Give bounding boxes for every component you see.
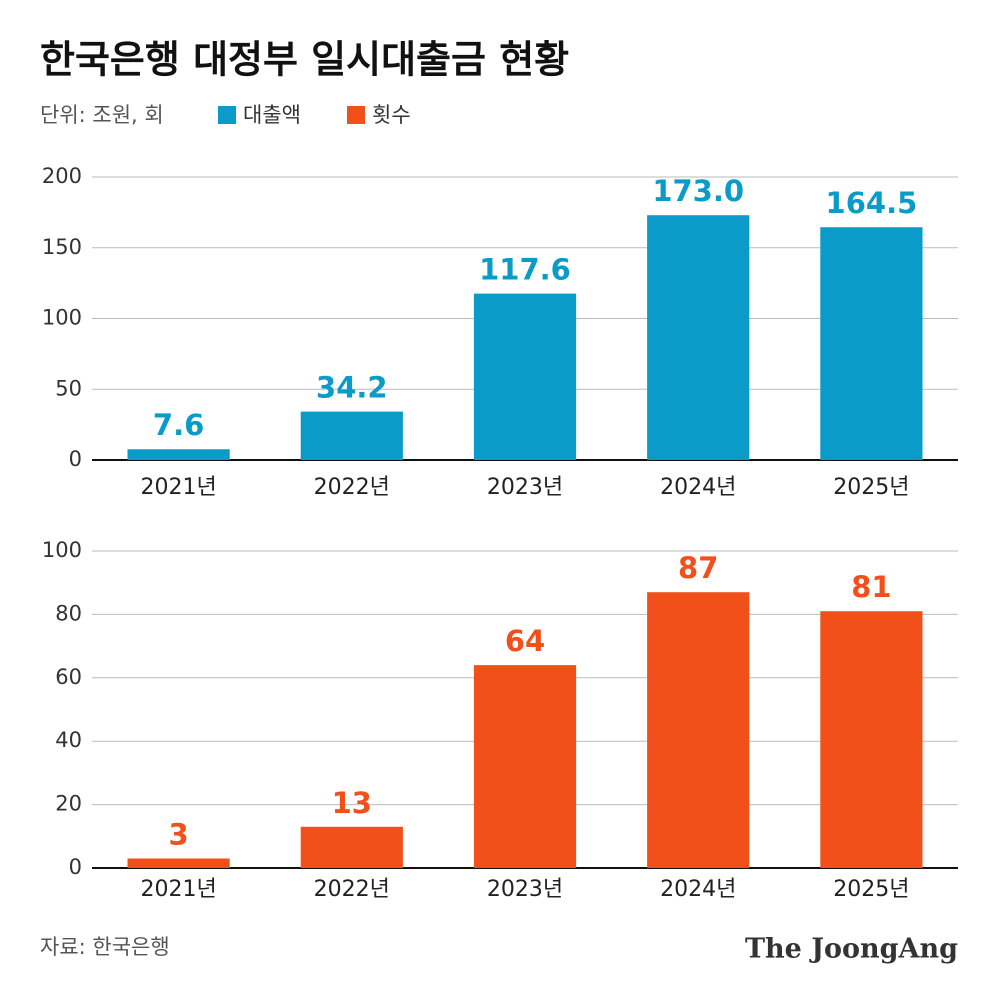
bar [647,592,750,868]
value-label: 13 [332,786,372,820]
value-label: 164.5 [826,186,918,220]
value-label: 3 [169,817,189,851]
bar [127,858,230,868]
x-tick-label: 2024년 [660,475,736,500]
unit-note: 단위: 조원, 회 [40,103,164,127]
y-tick-label: 40 [55,728,82,752]
value-label: 64 [505,624,545,658]
x-tick-label: 2023년 [487,877,563,902]
y-tick-label: 100 [42,538,82,562]
x-tick-label: 2021년 [140,475,216,500]
bar [300,411,403,460]
x-tick-label: 2022년 [314,877,390,902]
x-tick-label: 2025년 [833,475,909,500]
y-tick-label: 0 [69,447,82,471]
y-tick-label: 50 [55,376,82,400]
x-tick-label: 2024년 [660,877,736,902]
y-tick-label: 0 [69,855,82,879]
value-label: 87 [678,551,718,585]
logo: The JoongAng [745,934,958,965]
y-tick-label: 20 [55,792,82,816]
source: 자료: 한국은행 [40,935,170,959]
x-tick-label: 2025년 [833,877,909,902]
x-tick-label: 2021년 [140,877,216,902]
x-tick-label: 2022년 [314,475,390,500]
y-tick-label: 100 [42,306,82,330]
legend-swatch [218,106,236,124]
value-label: 173.0 [652,174,744,208]
bar [473,665,577,868]
value-label: 34.2 [316,371,388,405]
y-tick-label: 200 [42,164,82,188]
bar [473,293,577,460]
value-label: 81 [851,570,891,604]
bar [647,215,750,460]
bar [127,449,230,460]
x-tick-label: 2023년 [487,475,563,500]
legend-label: 대출액 [243,103,301,127]
bar [820,227,923,460]
legend-swatch [347,106,365,124]
bar [300,826,403,868]
legend-label: 횟수 [372,103,411,127]
y-tick-label: 80 [55,601,82,625]
bar [820,611,923,868]
y-tick-label: 150 [42,235,82,259]
y-tick-label: 60 [55,665,82,689]
value-label: 7.6 [153,408,204,442]
value-label: 117.6 [479,253,571,287]
title: 한국은행 대정부 일시대출금 현황 [40,38,569,82]
